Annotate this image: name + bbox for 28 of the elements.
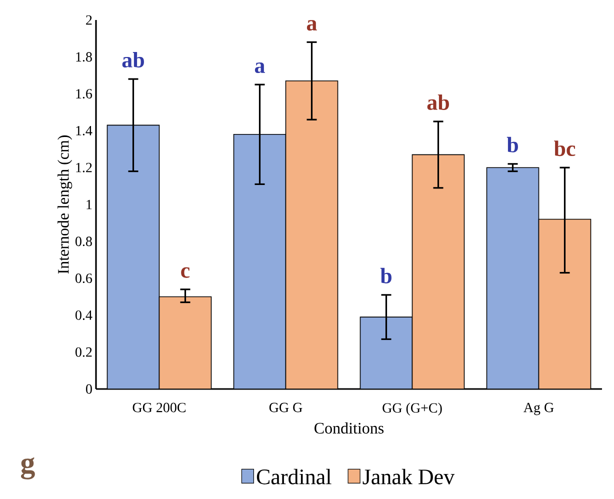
y-axis-title: Internode length (cm) (58, 135, 72, 274)
annotation: a (306, 20, 317, 31)
annotation: ab (427, 94, 449, 110)
y-tick-label: 2 (86, 15, 92, 25)
y-tick-label: 1.4 (76, 126, 92, 136)
y-tick-label: 0.2 (76, 347, 92, 357)
annotation: c (181, 267, 190, 278)
x-tick-label: Ag G (524, 402, 554, 416)
y-tick-label: 0.8 (76, 236, 92, 246)
annotation: ab (122, 52, 144, 68)
x-axis-title: Conditions (314, 422, 384, 434)
y-tick-label: 1.8 (76, 52, 92, 62)
y-tick-label: 1.6 (76, 89, 92, 99)
x-tick-label: GG (G+C) (382, 402, 442, 416)
annotation: bc (554, 140, 576, 156)
annotation: b (506, 136, 518, 152)
legend-label: Cardinal (256, 468, 332, 484)
y-tick-label: 0 (86, 384, 92, 394)
annotation: b (380, 268, 392, 284)
y-tick-label: 1.2 (76, 162, 92, 172)
x-tick-label: GG 200C (132, 402, 186, 412)
y-tick-label: 0.4 (76, 310, 92, 320)
annotation: a (254, 62, 265, 74)
x-tick-label: GG G (269, 402, 302, 412)
text: g (20, 457, 35, 480)
legend-label: Janak Dev (362, 468, 455, 484)
y-tick-label: 0.6 (76, 274, 92, 284)
y-tick-label: 1 (86, 200, 92, 210)
